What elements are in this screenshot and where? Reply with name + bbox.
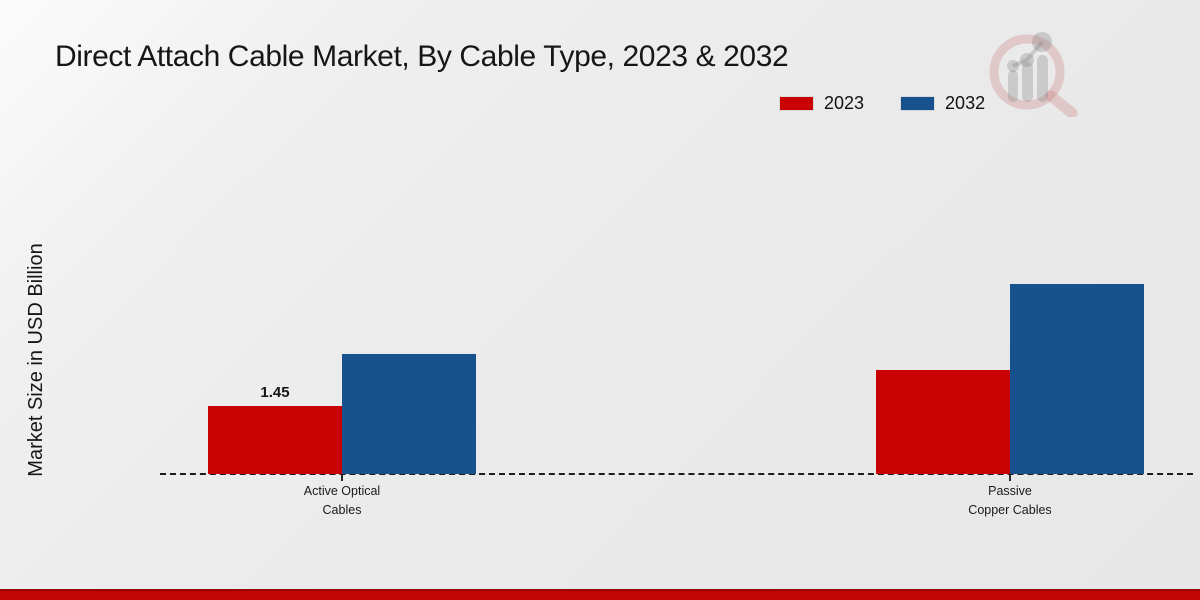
category-label-passive-copper-cables: Passive Copper Cables	[968, 484, 1052, 517]
legend-label-2023: 2023	[824, 93, 865, 113]
legend-swatch-2032	[900, 96, 936, 111]
x-axis-baseline	[160, 473, 1193, 475]
data-label-aoc-2023: 1.45	[260, 384, 290, 401]
legend: 2023 2032	[779, 93, 985, 114]
bar-2032-active-optical-cables	[342, 354, 476, 474]
bottom-accent-bar	[0, 589, 1200, 600]
legend-swatch-2023	[779, 96, 814, 111]
chart-title: Direct Attach Cable Market, By Cable Typ…	[55, 40, 789, 73]
bar-2032-passive-copper-cables	[1010, 284, 1144, 474]
category-label-active-optical-cables: Active Optical Cables	[303, 484, 381, 517]
magnifier-bar-chart-logo-icon	[989, 32, 1078, 117]
x-axis-tick-passive-copper-cables	[1009, 475, 1011, 481]
bar-2023-passive-copper-cables	[876, 370, 1010, 474]
legend-label-2032: 2032	[945, 93, 986, 113]
bar-2023-active-optical-cables	[208, 406, 342, 474]
x-axis-tick-active-optical-cables	[341, 475, 343, 481]
